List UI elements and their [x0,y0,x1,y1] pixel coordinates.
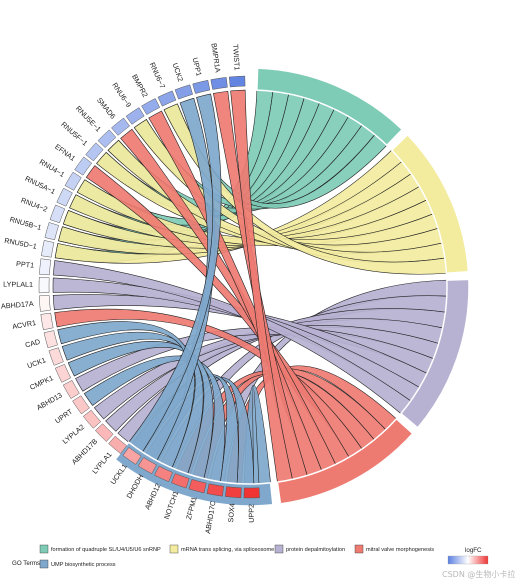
ribbon-2-8 [53,260,412,415]
gene-label: CMPK1 [28,373,54,392]
gene-square-35 [228,75,246,88]
gene-square-32 [174,84,193,100]
watermark: CSDN @生物小卡拉 [442,569,515,579]
gene-square-12 [62,380,80,399]
gene-label: ABHD17C [203,500,217,534]
gene-label: SMAD6 [95,96,118,121]
legend-label: mitral valve morphogenesis [366,547,434,553]
gene-label: ACVR1 [12,318,37,331]
gene-label: ABHD17B [70,437,100,467]
gene-label: LYPLA2 [60,422,86,445]
gene-square-18 [38,276,50,294]
gene-square-1 [225,486,242,499]
gene-square-21 [44,222,59,241]
gene-square-6 [137,457,157,475]
gene-square-17 [38,295,51,312]
gene-label: RNU6−9 [110,81,133,109]
gene-label: BMPR1A [209,42,222,73]
legend-title: GO Terms [12,560,40,567]
gene-square-10 [82,409,102,429]
gene-square-19 [39,258,52,276]
gene-square-33 [192,79,211,94]
gene-label: ZFPM1 [184,496,199,521]
legend-swatch [39,559,49,569]
gene-square-29 [125,107,145,125]
legend-label: UMP biosynthetic process [51,562,116,568]
gene-label: RNU4−2 [20,196,49,214]
gene-square-23 [56,187,73,207]
gene-square-7 [122,447,142,465]
gene-square-31 [157,90,177,107]
gene-label: UPP1 [191,57,204,77]
gene-square-13 [54,364,72,383]
gene-square-30 [141,98,161,115]
legend-swatch [354,544,364,554]
gene-label: EFNA1 [53,142,77,163]
gene-label: LYPLA1 [90,450,113,476]
gene-label: NOTCH1 [162,490,180,521]
legend-swatch [274,544,284,554]
gene-label: PPT1 [16,259,35,270]
gene-square-11 [72,395,90,415]
term-arc-2 [399,278,470,429]
ribbon-3-8 [230,89,293,483]
gene-label: RNU6−7 [148,61,167,90]
gene-label: UPRT [53,407,75,426]
gene-square-15 [43,330,58,349]
gene-label: TWIST1 [231,44,242,71]
legend-items: formation of quadruple SL/U4/U5/U6 snRNP… [39,544,434,569]
gene-square-24 [64,171,82,191]
gene-label: RNU5E−1 [74,104,103,134]
gene-square-14 [48,347,64,366]
gene-label: RNU5A−1 [24,174,57,196]
legend-label: mRNA trans splicing, via spliceosome [181,547,274,553]
legend-label: formation of quadruple SL/U4/U5/U6 snRNP [51,547,161,553]
term-arc-3 [276,417,414,505]
gene-label: LYPLAL1 [3,280,33,289]
gene-label: UCK1 [26,355,47,370]
gene-label: SOX4 [226,503,237,523]
gene-square-2 [206,483,224,497]
gene-label: CAD [24,337,41,350]
gene-square-0 [243,487,260,499]
gene-label: ABHD12 [143,482,163,511]
gene-square-25 [74,156,93,176]
gene-square-27 [97,129,117,148]
gene-square-9 [94,423,114,442]
legend-swatch [39,544,49,554]
legend-label: protein depalmitoylation [286,547,345,553]
gene-square-16 [40,312,54,331]
gene-square-34 [210,77,228,90]
gene-square-3 [188,479,207,494]
gene-label: RNU5D−1 [4,236,38,251]
gene-label: RNU5F−1 [59,120,89,148]
gene-label: ABHD13 [35,390,64,412]
logfc-title: logFC [465,547,482,554]
gene-label: UPP2 [247,504,256,523]
logfc-colorbar [447,555,489,565]
gene-label: RNU5B−1 [9,215,43,232]
term-arc-0 [256,67,404,147]
legend-swatch [169,544,179,554]
ribbon-4-8 [128,93,222,453]
gene-label: ABHD17A [1,299,35,311]
chord-ribbons [52,89,448,485]
gene-square-8 [108,435,128,454]
gene-square-22 [49,204,66,224]
gene-square-20 [41,240,55,258]
legend: GO Terms formation of quadruple SL/U4/U5… [12,544,489,569]
gene-label: RNU4−1 [38,157,66,179]
gene-logfc-squares [38,75,260,499]
gene-label: UCKL1 [108,462,129,486]
gene-square-5 [154,465,173,483]
gene-square-28 [111,117,130,136]
gene-label: DHODH [124,473,145,500]
gene-label: BMPR2 [130,73,150,99]
gene-square-26 [85,142,104,162]
gene-square-4 [171,473,190,489]
term-arc-1 [390,133,470,275]
gene-label: UCK2 [171,62,186,83]
